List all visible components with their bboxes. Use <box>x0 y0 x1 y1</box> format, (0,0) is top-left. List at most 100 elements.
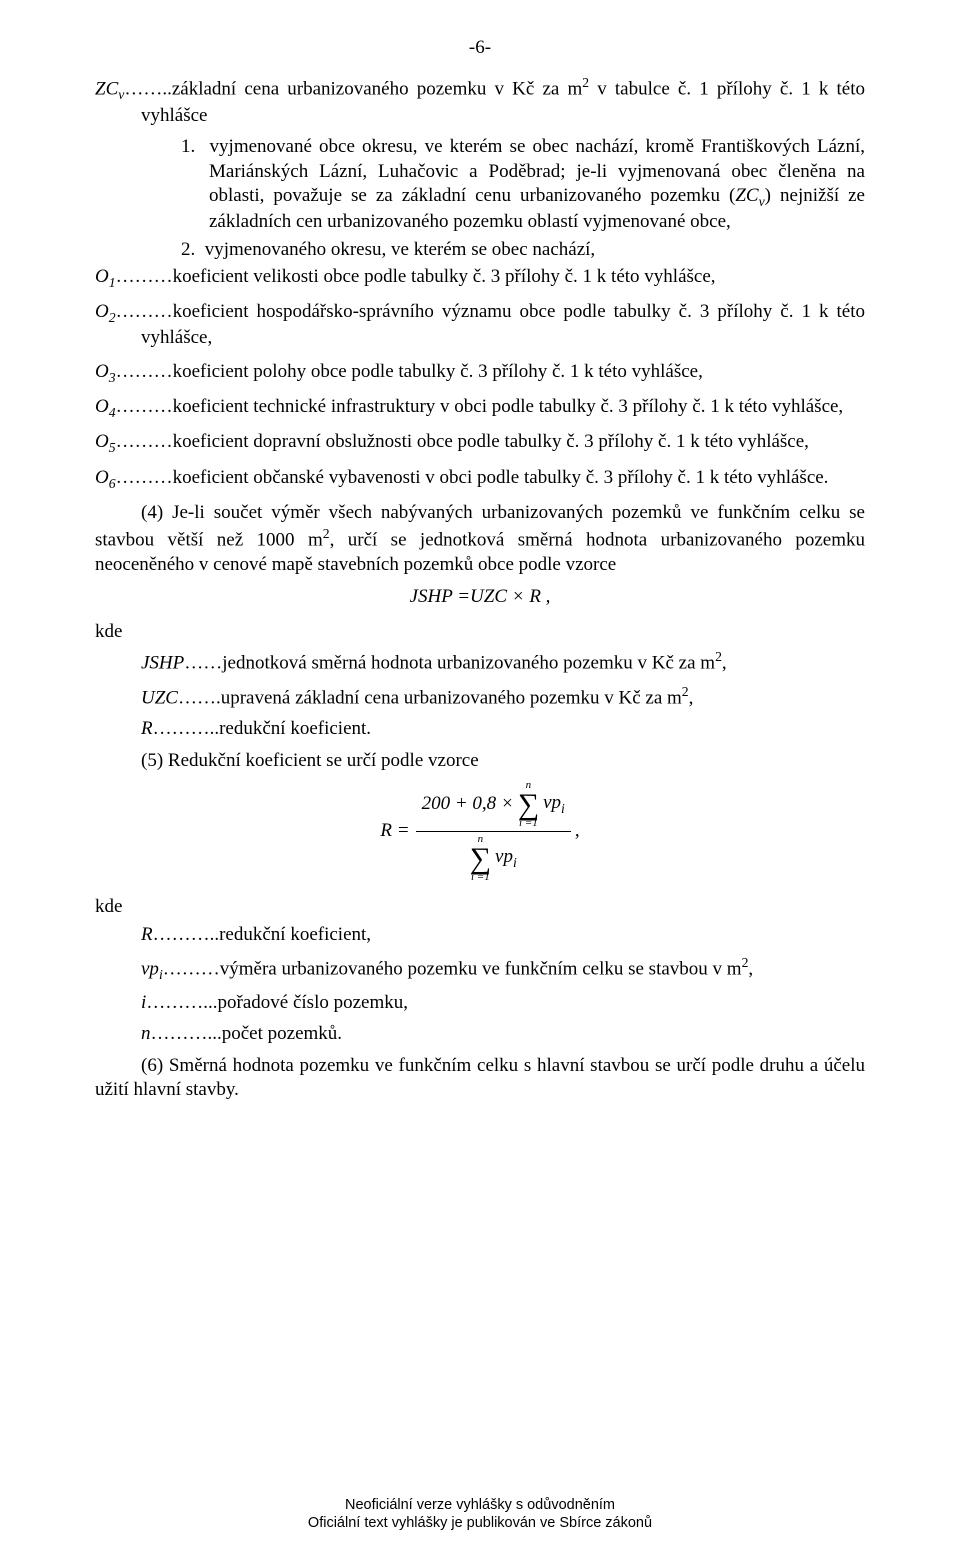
sigma-icon: ∑ <box>518 791 539 818</box>
def2-r: R………..redukční koeficient, <box>95 923 865 947</box>
dots: ……… <box>116 301 173 322</box>
def-sym: JSHP <box>141 652 184 673</box>
o-text: koeficient hospodářsko-správního významu… <box>141 301 865 348</box>
def-tail: , <box>748 959 753 980</box>
def-r: R………..redukční koeficient. <box>95 717 865 741</box>
formula-r: R = 200 + 0,8 × n ∑ i =1 vpi n ∑ i =1 vp… <box>95 780 865 883</box>
o6-item: O6………koeficient občanské vybavenosti v o… <box>95 466 865 492</box>
sigma-bottom: n ∑ i =1 <box>470 834 491 883</box>
o-sym: O <box>95 266 109 287</box>
formula-jshp: JSHP =UZC × R , <box>95 585 865 609</box>
footer-line-2: Oficiální text vyhlášky je publikován ve… <box>0 1514 960 1532</box>
def-tail: , <box>722 652 727 673</box>
page: -6- ZCv……..základní cena urbanizovaného … <box>0 0 960 1564</box>
dots: ……… <box>116 361 173 382</box>
def-jshp: JSHP……jednotková směrná hodnota urbanizo… <box>95 648 865 676</box>
o-sym: O <box>95 396 109 417</box>
item-text: vyjmenovaného okresu, ve kterém se obec … <box>205 239 595 260</box>
item-number: 2. <box>181 239 195 260</box>
dots: ………... <box>151 1023 222 1044</box>
zc-text: základní cena urbanizovaného pozemku v K… <box>172 79 582 100</box>
zc-symbol: ZC <box>95 79 118 100</box>
o1-item: O1………koeficient velikosti obce podle tab… <box>95 265 865 291</box>
vp-sub: i <box>561 801 565 816</box>
vp-term: vpi <box>543 791 565 817</box>
o4-item: O4………koeficient technické infrastruktury… <box>95 395 865 421</box>
p4-sup: 2 <box>323 526 330 541</box>
def-text: pořadové číslo pozemku, <box>218 992 408 1013</box>
dots: …… <box>184 652 222 673</box>
o3-item: O3………koeficient polohy obce podle tabulk… <box>95 360 865 386</box>
numerator: 200 + 0,8 × n ∑ i =1 vpi <box>416 780 571 832</box>
def-uzc: UZC…….upravená základní cena urbanizovan… <box>95 683 865 711</box>
def-text: upravená základní cena urbanizovaného po… <box>221 687 682 708</box>
o-sym: O <box>95 467 109 488</box>
def-sup: 2 <box>682 684 689 699</box>
o5-item: O5………koeficient dopravní obslužnosti obc… <box>95 430 865 456</box>
kde-2: kde <box>95 895 865 919</box>
fraction: 200 + 0,8 × n ∑ i =1 vpi n ∑ i =1 vpi <box>416 780 571 883</box>
item-sym: ZC <box>735 185 758 206</box>
o-idx: 2 <box>109 310 116 325</box>
vp-term: vpi <box>495 845 517 871</box>
def-tail: , <box>689 687 694 708</box>
footer: Neoficiální verze vyhlášky s odůvodněním… <box>0 1496 960 1532</box>
numbered-list: 1. vyjmenované obce okresu, ve kterém se… <box>95 135 865 262</box>
o-sym: O <box>95 301 109 322</box>
def-text: výměra urbanizovaného pozemku ve funkční… <box>220 959 742 980</box>
denominator: n ∑ i =1 vpi <box>464 832 523 883</box>
dots: …….. <box>124 79 172 100</box>
sigma-lower: i =1 <box>471 872 490 883</box>
def-text: počet pozemků. <box>222 1023 342 1044</box>
o-text: koeficient technické infrastruktury v ob… <box>173 396 844 417</box>
paragraph-4: (4) Je-li součet výměr všech nabývaných … <box>95 501 865 577</box>
zc-definition: ZCv……..základní cena urbanizovaného poze… <box>95 74 865 128</box>
o2-item: O2………koeficient hospodářsko-správního vý… <box>95 300 865 351</box>
sigma-lower: i =1 <box>519 818 538 829</box>
footer-line-1: Neoficiální verze vyhlášky s odůvodněním <box>0 1496 960 1514</box>
def-text: jednotková směrná hodnota urbanizovaného… <box>222 652 715 673</box>
item-number: 1. <box>181 136 195 157</box>
vp-sym: vp <box>495 846 513 867</box>
page-number: -6- <box>95 36 865 60</box>
o-text: koeficient polohy obce podle tabulky č. … <box>173 361 703 382</box>
def2-i: i………...pořadové číslo pozemku, <box>95 991 865 1015</box>
def-sym: n <box>141 1023 151 1044</box>
o-idx: 1 <box>109 275 116 290</box>
def-sym: R <box>141 924 153 945</box>
sigma-top: n ∑ i =1 <box>518 780 539 829</box>
o-idx: 6 <box>109 476 116 491</box>
def-sym: UZC <box>141 687 178 708</box>
paragraph-5: (5) Redukční koeficient se určí podle vz… <box>95 749 865 773</box>
def2-vp: vpi………výměra urbanizovaného pozemku ve f… <box>95 954 865 984</box>
dots: ……… <box>163 959 220 980</box>
o-text: koeficient velikosti obce podle tabulky … <box>173 266 716 287</box>
dots: ……. <box>178 687 221 708</box>
dots: ……… <box>116 431 173 452</box>
dots: ……… <box>116 467 173 488</box>
list-item-2: 2. vyjmenovaného okresu, ve kterém se ob… <box>181 238 865 262</box>
o-sym: O <box>95 361 109 382</box>
o-idx: 4 <box>109 405 116 420</box>
dots: ……… <box>116 396 173 417</box>
dots: ……….. <box>153 924 220 945</box>
vp-sub: i <box>513 855 517 870</box>
kde-1: kde <box>95 620 865 644</box>
def-sym: R <box>141 718 153 739</box>
def-text: redukční koeficient. <box>219 718 371 739</box>
dots: ………... <box>146 992 217 1013</box>
vp-sym: vp <box>543 792 561 813</box>
paragraph-6: (6) Směrná hodnota pozemku ve funkčním c… <box>95 1054 865 1103</box>
o-idx: 3 <box>109 370 116 385</box>
sigma-icon: ∑ <box>470 845 491 872</box>
o-text: koeficient dopravní obslužnosti obce pod… <box>173 431 809 452</box>
formula-lhs: R = <box>380 819 409 843</box>
list-item-1: 1. vyjmenované obce okresu, ve kterém se… <box>181 135 865 234</box>
o-idx: 5 <box>109 440 116 455</box>
dots: ……….. <box>153 718 220 739</box>
o-sym: O <box>95 431 109 452</box>
dots: ……… <box>116 266 173 287</box>
def-sup: 2 <box>715 649 722 664</box>
formula-comma: , <box>575 819 580 843</box>
def-sym: vp <box>141 959 159 980</box>
